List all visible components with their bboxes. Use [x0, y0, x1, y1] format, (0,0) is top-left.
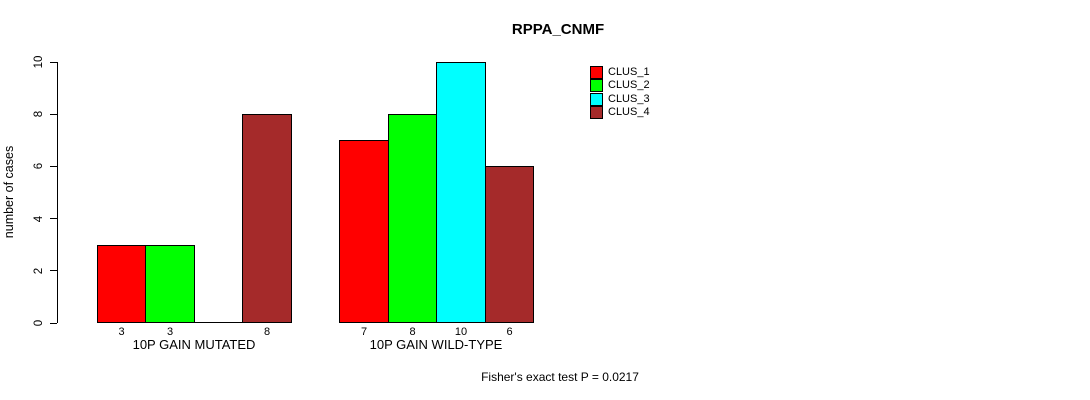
bar-clus_2 [145, 245, 195, 323]
bar-value-label: 6 [506, 326, 513, 338]
y-tick-label: 0 [33, 319, 45, 327]
y-tick-mark [50, 322, 57, 324]
y-tick-label: 8 [33, 110, 45, 118]
y-tick-mark [50, 165, 57, 167]
legend-label: CLUS_2 [608, 79, 650, 92]
bar-value-label: 3 [166, 326, 174, 338]
legend-label: CLUS_1 [608, 66, 650, 78]
legend-label: CLUS_3 [608, 92, 650, 105]
y-tick-mark [50, 113, 57, 115]
legend-swatch-clus_2 [590, 79, 603, 93]
bar-value-label: 8 [409, 326, 416, 338]
y-tick-mark [50, 218, 57, 220]
bar-clus_2 [388, 114, 437, 323]
bar-clus_3 [436, 62, 486, 323]
chart-title: RPPA_CNMF [511, 21, 605, 38]
bar-clus_4 [242, 114, 292, 323]
legend-swatch-clus_1 [590, 66, 603, 79]
bar-clus_4 [485, 166, 534, 323]
group-label: 10P GAIN MUTATED [132, 337, 256, 352]
legend-label: CLUS_4 [608, 106, 650, 119]
legend-swatch-clus_3 [590, 92, 603, 106]
group-label: 10P GAIN WILD-TYPE [369, 337, 503, 352]
legend-swatch-clus_4 [590, 106, 603, 120]
y-axis-label: number of cases [2, 145, 16, 239]
y-axis-line [57, 62, 58, 323]
bar-value-label: 7 [360, 326, 368, 338]
bar-clus_1 [97, 245, 146, 323]
y-tick-mark [50, 270, 57, 272]
y-tick-label: 6 [33, 163, 45, 170]
y-tick-mark [50, 61, 57, 63]
bar-value-label: 8 [263, 326, 271, 338]
y-tick-label: 4 [33, 215, 45, 222]
bar-clus_1 [339, 140, 389, 323]
y-tick-label: 2 [33, 267, 45, 274]
bar-value-label: 10 [454, 326, 468, 338]
legend-item-clus_2: CLUS_2 [590, 79, 650, 93]
footer-text: Fisher's exact test P = 0.0217 [481, 370, 639, 384]
bar-zero-clus_3 [194, 322, 243, 323]
legend-item-clus_1: CLUS_1 [590, 66, 650, 79]
y-tick-label: 10 [33, 55, 45, 69]
bar-value-label: 3 [118, 326, 125, 338]
legend-item-clus_4: CLUS_4 [590, 106, 650, 120]
legend-item-clus_3: CLUS_3 [590, 92, 650, 106]
